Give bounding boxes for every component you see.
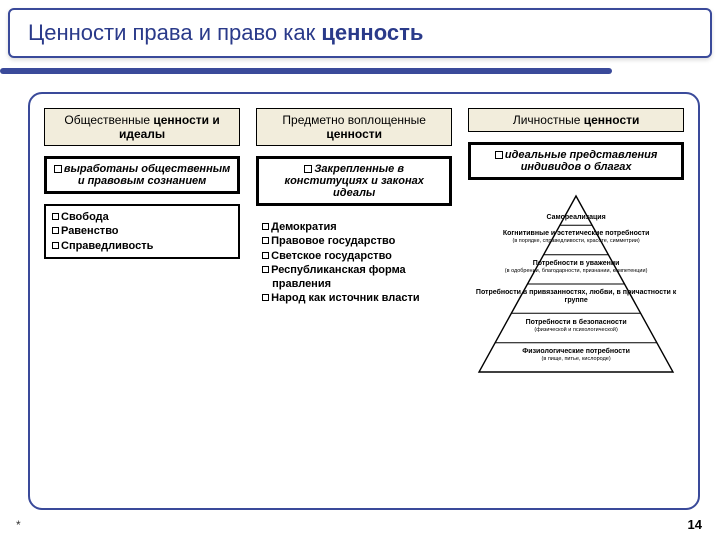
column-personal: Личностные ценности идеальные представле…	[468, 108, 684, 494]
page-number: 14	[688, 517, 702, 532]
col2-list: Демократия Правовое государство Светское…	[256, 216, 452, 310]
maslow-pyramid: Самореализация Когнитивные и эстетически…	[471, 194, 681, 374]
page-title: Ценности права и право как ценность	[28, 20, 692, 46]
col1-list: Свобода Равенство Справедливость	[44, 204, 240, 259]
bullet-icon	[262, 223, 269, 230]
bullet-icon	[54, 165, 62, 173]
bullet-icon	[52, 242, 59, 249]
list-item: Справедливость	[52, 239, 232, 253]
list-item: Правовое государство	[262, 234, 446, 248]
bullet-icon	[52, 213, 59, 220]
pyramid-level-2: Когнитивные и эстетические потребности(в…	[471, 230, 681, 245]
bullet-icon	[304, 165, 312, 173]
pyramid-level-5: Потребности в безопасности(физической и …	[471, 319, 681, 334]
footer-marker: *	[16, 518, 21, 532]
bullet-icon	[262, 266, 269, 273]
list-item: Республиканская форма правления	[262, 263, 446, 292]
bullet-icon	[495, 151, 503, 159]
bullet-icon	[262, 252, 269, 259]
bullet-icon	[262, 294, 269, 301]
list-item: Светское государство	[262, 249, 446, 263]
list-item: Демократия	[262, 220, 446, 234]
col1-header: Общественные ценности и идеалы	[44, 108, 240, 146]
title-pre: Ценности права и право как	[28, 20, 321, 45]
list-item: Народ как источник власти	[262, 291, 446, 305]
column-social: Общественные ценности и идеалы выработан…	[44, 108, 240, 494]
pyramid-level-1: Самореализация	[471, 214, 681, 222]
title-em: ценность	[321, 20, 423, 45]
pyramid-level-3: Потребности в уважении(в одобрении, благ…	[471, 260, 681, 275]
bullet-icon	[52, 227, 59, 234]
col2-header: Предметно воплощенные ценности	[256, 108, 452, 146]
pyramid-level-4: Потребности в привязанностях, любви, в п…	[471, 289, 681, 305]
col3-desc: идеальные представления индивидов о благ…	[468, 142, 684, 180]
col3-header: Личностные ценности	[468, 108, 684, 132]
title-underline	[0, 68, 612, 74]
list-item: Равенство	[52, 224, 232, 238]
col1-desc: выработаны общественным и правовым созна…	[44, 156, 240, 194]
col2-desc: Закрепленные в конституциях и законах ид…	[256, 156, 452, 206]
column-embodied: Предметно воплощенные ценности Закреплен…	[256, 108, 452, 494]
pyramid-level-6: Физиологические потребности(в пище, пить…	[471, 348, 681, 363]
content-frame: Общественные ценности и идеалы выработан…	[28, 92, 700, 510]
list-item: Свобода	[52, 210, 232, 224]
bullet-icon	[262, 237, 269, 244]
title-bar: Ценности права и право как ценность	[8, 8, 712, 68]
